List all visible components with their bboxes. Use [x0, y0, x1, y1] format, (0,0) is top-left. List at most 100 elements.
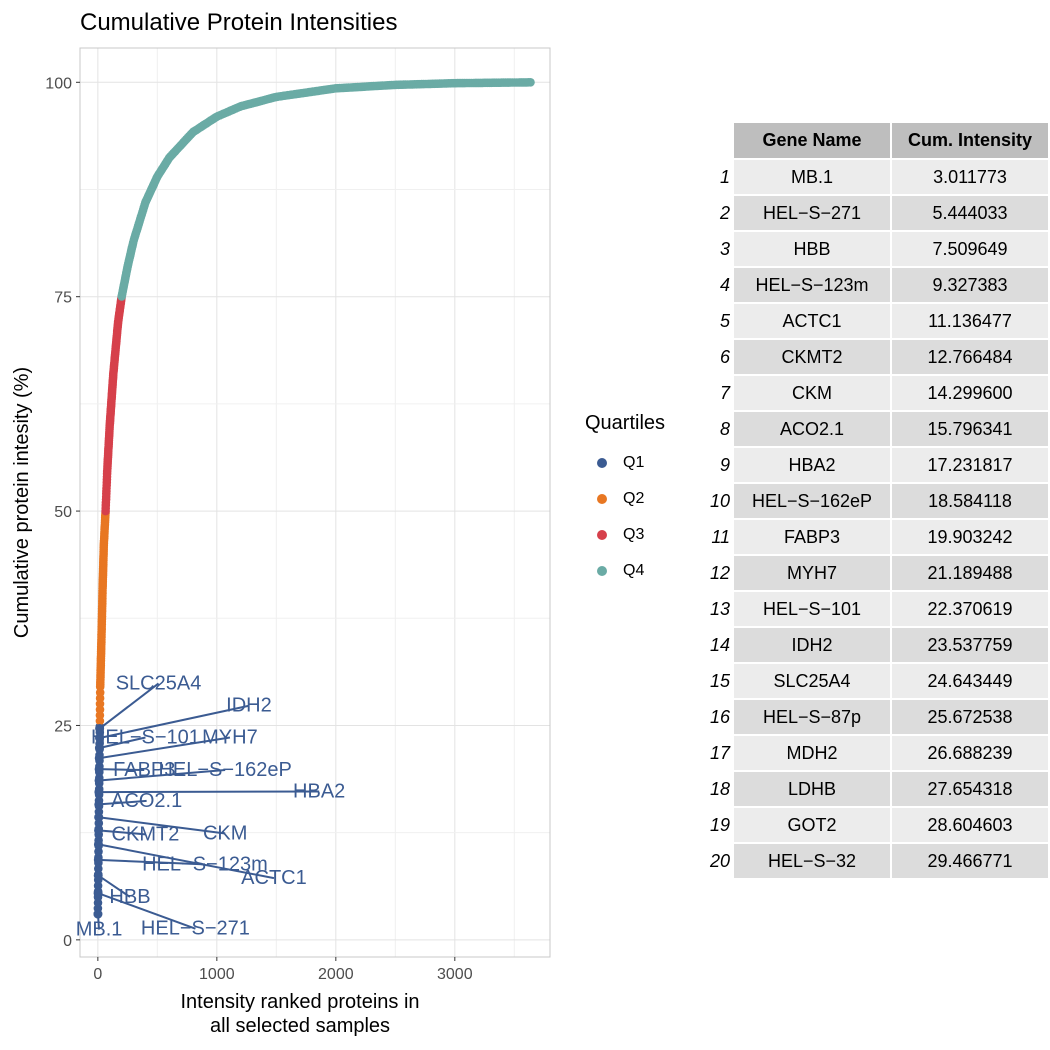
labeled-point: [94, 799, 104, 809]
legend-item: Q4: [585, 553, 665, 589]
x-axis-label-line: Intensity ranked proteins in: [180, 991, 419, 1013]
cum-intensity-cell: 15.796341: [892, 412, 1048, 446]
gene-label: HBB: [109, 886, 150, 908]
gene-label: HEL−S−271: [141, 918, 250, 940]
cum-intensity-header: Cum. Intensity: [892, 123, 1048, 158]
labeled-point: [94, 753, 104, 763]
gene-name-cell: HEL−S−271: [734, 196, 891, 230]
row-index: 10: [710, 484, 733, 518]
gene-name-cell: CKMT2: [734, 340, 891, 374]
table-row: 8 ACO2.1 15.796341: [710, 412, 1048, 446]
table-row: 2 HEL−S−271 5.444033: [710, 196, 1048, 230]
gene-label: CKMT2: [112, 823, 180, 845]
row-index: 16: [710, 700, 733, 734]
cum-intensity-cell: 14.299600: [892, 376, 1048, 410]
table-row: 3 HBB 7.509649: [710, 232, 1048, 266]
gene-label: CKM: [203, 823, 247, 845]
legend-label: Q4: [623, 562, 645, 579]
x-tick-label: 0: [93, 966, 102, 983]
label-connector: [98, 858, 205, 866]
y-tick-label: 25: [54, 718, 72, 735]
label-connectors: [96, 682, 320, 930]
labeled-point: [93, 855, 103, 865]
gene-name-cell: IDH2: [734, 628, 891, 662]
row-index: 5: [710, 304, 733, 338]
curve-point: [526, 78, 535, 87]
labeled-point: [94, 812, 104, 822]
row-index: 6: [710, 340, 733, 374]
x-tick-label: 1000: [199, 966, 235, 983]
label-connector: [98, 829, 146, 836]
y-tick-label: 100: [45, 75, 72, 92]
cum-intensity-cell: 24.643449: [892, 664, 1048, 698]
gene-name-cell: CKM: [734, 376, 891, 410]
gene-name-cell: HEL−S−32: [734, 844, 891, 878]
legend-item: Q3: [585, 517, 665, 553]
legend-dot-icon: [597, 530, 607, 540]
table-row: 18 LDHB 27.654318: [710, 772, 1048, 806]
cum-intensity-cell: 28.604603: [892, 808, 1048, 842]
cum-intensity-cell: 9.327383: [892, 268, 1048, 302]
chart-title: Cumulative Protein Intensities: [80, 9, 397, 36]
legend-item: Q1: [585, 445, 665, 481]
cum-intensity-cell: 5.444033: [892, 196, 1048, 230]
cum-intensity-cell: 29.466771: [892, 844, 1048, 878]
legend-items: Q1 Q2 Q3 Q4: [585, 445, 665, 589]
cum-intensity-cell: 7.509649: [892, 232, 1048, 266]
gene-name-cell: SLC25A4: [734, 664, 891, 698]
table-row: 10 HEL−S−162eP 18.584118: [710, 484, 1048, 518]
label-connector: [99, 682, 160, 730]
gene-name-cell: HEL−S−87p: [734, 700, 891, 734]
gene-name-cell: HBB: [734, 232, 891, 266]
table-body: 1 MB.1 3.011773 2 HEL−S−271 5.444033 3 HBB 7.509…: [710, 160, 1048, 878]
label-connector: [99, 736, 231, 760]
label-connector: [99, 768, 145, 772]
row-index: 4: [710, 268, 733, 302]
row-index: 11: [710, 520, 733, 554]
x-axis-label-line: all selected samples: [210, 1015, 390, 1037]
label-connector: [97, 874, 131, 898]
gene-name-header: Gene Name: [734, 123, 891, 158]
gene-name-cell: ACTC1: [734, 304, 891, 338]
cumulative-curve: [93, 78, 535, 919]
gene-label: MYH7: [202, 726, 258, 748]
table-row: 20 HEL−S−32 29.466771: [710, 844, 1048, 878]
gene-label: HBA2: [293, 780, 345, 802]
labeled-point: [94, 787, 104, 797]
y-tick-label: 75: [54, 290, 72, 307]
row-index: 9: [710, 448, 733, 482]
gene-label: HEL−S−101: [91, 726, 200, 748]
table-row: 14 IDH2 23.537759: [710, 628, 1048, 662]
cum-intensity-cell: 27.654318: [892, 772, 1048, 806]
table-header-row: Gene Name Cum. Intensity: [710, 123, 1048, 158]
y-tick-label: 50: [54, 504, 72, 521]
gene-name-cell: MYH7: [734, 556, 891, 590]
table-row: 12 MYH7 21.189488: [710, 556, 1048, 590]
cum-intensity-cell: 19.903242: [892, 520, 1048, 554]
x-tick-label: 3000: [437, 966, 473, 983]
labeled-point: [94, 764, 104, 774]
row-index: 3: [710, 232, 733, 266]
gene-name-cell: HEL−S−101: [734, 592, 891, 626]
quartiles-legend: Quartiles Q1 Q2 Q3 Q4: [585, 412, 665, 589]
label-connector: [97, 892, 196, 930]
cum-intensity-cell: 21.189488: [892, 556, 1048, 590]
table-row: 4 HEL−S−123m 9.327383: [710, 268, 1048, 302]
row-index: 18: [710, 772, 733, 806]
gene-label: SLC25A4: [116, 672, 202, 694]
labeled-point: [94, 825, 104, 835]
labeled-point: [93, 839, 103, 849]
cum-intensity-cell: 25.672538: [892, 700, 1048, 734]
row-index: 13: [710, 592, 733, 626]
table-row: 7 CKM 14.299600: [710, 376, 1048, 410]
row-index: 12: [710, 556, 733, 590]
table-row: 15 SLC25A4 24.643449: [710, 664, 1048, 698]
y-tick-label: 0: [63, 933, 72, 950]
legend-label: Q1: [623, 454, 645, 471]
legend-dot-icon: [597, 494, 607, 504]
table-row: 19 GOT2 28.604603: [710, 808, 1048, 842]
row-index: 2: [710, 196, 733, 230]
row-index: 8: [710, 412, 733, 446]
